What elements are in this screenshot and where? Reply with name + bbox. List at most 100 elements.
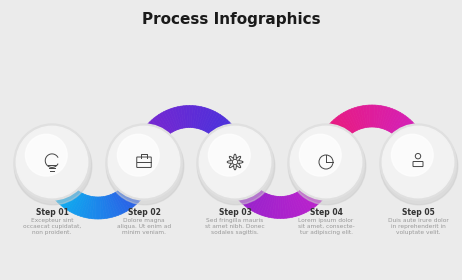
Polygon shape [128, 178, 149, 190]
Polygon shape [357, 106, 365, 128]
Polygon shape [202, 109, 213, 130]
Polygon shape [289, 195, 298, 216]
Polygon shape [44, 173, 65, 183]
Polygon shape [197, 107, 204, 129]
Polygon shape [302, 188, 318, 206]
Polygon shape [354, 107, 363, 129]
Polygon shape [288, 195, 295, 217]
Polygon shape [219, 134, 240, 146]
Circle shape [288, 127, 366, 205]
Polygon shape [224, 164, 246, 168]
Polygon shape [125, 183, 144, 198]
Polygon shape [328, 124, 346, 140]
Circle shape [380, 124, 456, 200]
Polygon shape [154, 116, 169, 135]
Polygon shape [407, 156, 429, 160]
Polygon shape [107, 195, 116, 217]
Polygon shape [274, 196, 279, 218]
Polygon shape [150, 120, 166, 137]
Polygon shape [291, 194, 301, 216]
Polygon shape [214, 122, 231, 139]
Polygon shape [193, 106, 198, 128]
Polygon shape [136, 142, 157, 151]
Polygon shape [406, 150, 428, 157]
Polygon shape [215, 124, 233, 140]
Polygon shape [195, 106, 201, 128]
Polygon shape [346, 110, 358, 131]
Polygon shape [137, 139, 158, 150]
Polygon shape [296, 192, 309, 212]
Polygon shape [67, 191, 80, 211]
Polygon shape [312, 174, 333, 185]
Polygon shape [134, 150, 156, 157]
Circle shape [197, 124, 273, 200]
Polygon shape [293, 193, 304, 215]
Polygon shape [366, 105, 370, 127]
Polygon shape [42, 169, 64, 177]
Polygon shape [114, 192, 127, 213]
Polygon shape [220, 136, 241, 148]
Polygon shape [133, 164, 155, 168]
Polygon shape [45, 174, 66, 185]
Polygon shape [225, 165, 246, 171]
Polygon shape [124, 184, 142, 200]
Polygon shape [58, 187, 74, 204]
Polygon shape [75, 194, 85, 215]
Polygon shape [159, 113, 172, 133]
Polygon shape [324, 129, 344, 143]
Polygon shape [223, 150, 245, 157]
Polygon shape [372, 105, 375, 127]
Polygon shape [233, 181, 253, 195]
Polygon shape [406, 147, 428, 155]
Polygon shape [187, 106, 189, 128]
Circle shape [290, 126, 362, 198]
Polygon shape [130, 174, 151, 185]
Polygon shape [272, 196, 277, 218]
Polygon shape [402, 134, 423, 146]
Circle shape [197, 127, 275, 205]
Polygon shape [280, 197, 284, 218]
Polygon shape [47, 178, 68, 190]
Polygon shape [260, 194, 270, 216]
Polygon shape [152, 118, 168, 136]
Polygon shape [46, 176, 67, 188]
Polygon shape [140, 131, 161, 145]
Polygon shape [295, 193, 306, 214]
Polygon shape [374, 105, 378, 127]
Polygon shape [128, 179, 147, 193]
Polygon shape [86, 196, 92, 218]
Polygon shape [133, 166, 155, 171]
Circle shape [117, 134, 159, 176]
Polygon shape [142, 129, 162, 143]
Polygon shape [133, 162, 155, 165]
Polygon shape [313, 173, 334, 182]
Text: Step 04: Step 04 [310, 208, 342, 217]
Polygon shape [384, 109, 395, 130]
Polygon shape [224, 156, 246, 160]
Polygon shape [400, 129, 420, 143]
Polygon shape [315, 159, 337, 162]
Polygon shape [316, 150, 338, 157]
Polygon shape [62, 189, 78, 208]
Polygon shape [315, 156, 337, 160]
Polygon shape [315, 162, 337, 165]
Polygon shape [304, 186, 321, 204]
Polygon shape [381, 107, 389, 129]
Polygon shape [41, 166, 63, 171]
Polygon shape [310, 178, 331, 190]
Polygon shape [393, 116, 408, 135]
Polygon shape [191, 106, 195, 128]
Circle shape [106, 124, 182, 200]
Text: Step 05: Step 05 [401, 208, 434, 217]
Polygon shape [255, 193, 267, 214]
Polygon shape [241, 186, 257, 204]
Polygon shape [135, 144, 157, 153]
Text: Step 01: Step 01 [36, 208, 68, 217]
Polygon shape [386, 110, 398, 131]
Polygon shape [314, 169, 336, 177]
Polygon shape [383, 108, 392, 129]
Polygon shape [243, 188, 259, 206]
Polygon shape [278, 197, 280, 218]
Polygon shape [134, 153, 155, 158]
Polygon shape [388, 111, 401, 132]
